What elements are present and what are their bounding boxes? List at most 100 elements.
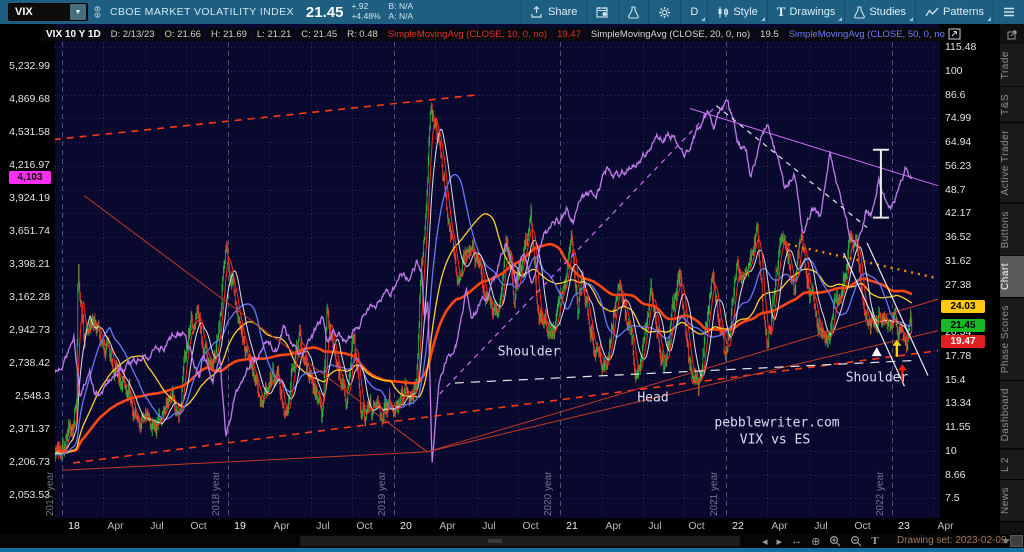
right-axis-tick: 15.4 <box>945 373 966 386</box>
time-axis-tick: 19 <box>234 520 246 532</box>
right-tab-strip: Trade T&S Active Trader Buttons Chart Phase S… <box>1000 24 1024 534</box>
time-axis[interactable]: 18 Apr Jul Oct 19 Apr Jul Oct 20 Apr Jul Oct 21 Apr Ju… <box>0 518 1000 534</box>
chart-annotation: Head <box>637 390 669 406</box>
drawings-label: Drawings <box>789 6 836 18</box>
scrollbar-grip[interactable] <box>488 539 502 543</box>
settings-button[interactable] <box>648 0 680 24</box>
time-axis-tick: 22 <box>732 520 744 532</box>
text-tool-icon: T <box>776 4 786 19</box>
time-axis-tick: Apr <box>771 520 788 532</box>
right-axis-tick: 48.7 <box>945 183 966 196</box>
share-button[interactable]: Share <box>521 0 586 24</box>
patterns-button[interactable]: Patterns <box>915 0 993 24</box>
tab-phase-scores[interactable]: Phase Scores <box>1000 298 1024 382</box>
tab-news[interactable]: News <box>1000 479 1024 522</box>
tab-trade[interactable]: Trade <box>1000 44 1024 88</box>
ohlc-field: L: 21.21 <box>252 27 296 41</box>
time-axis-tick: Oct <box>688 520 705 532</box>
text-tool-icon[interactable]: T <box>871 535 879 547</box>
share-icon <box>531 6 542 18</box>
studies-button[interactable]: Studies <box>844 0 915 24</box>
time-axis-tick: Oct <box>522 520 539 532</box>
style-button[interactable]: Style <box>707 0 766 24</box>
bid-value: B: N/A <box>388 1 414 12</box>
quick-study-button[interactable] <box>618 0 648 24</box>
right-axis-tick: 17.78 <box>945 350 972 363</box>
right-axis-tick: 74.99 <box>945 112 972 125</box>
menu-button[interactable] <box>993 0 1024 24</box>
ohlc-field: O: 21.66 <box>160 27 205 41</box>
chart-canvas[interactable] <box>55 42 938 518</box>
right-axis-tick: 36.52 <box>945 231 972 244</box>
pan-right-icon[interactable]: ▸ <box>776 535 783 548</box>
time-axis-tick: Apr <box>439 520 456 532</box>
tab-t-s[interactable]: T&S <box>1000 87 1024 124</box>
study-label[interactable]: SimpleMovingAvg (CLOSE, 10, 0, no) <box>383 27 552 41</box>
right-axis-tick: 56.23 <box>945 160 972 172</box>
change-pct: +4.48% <box>351 11 381 21</box>
left-axis-tick: 3,651.74 <box>9 225 50 237</box>
right-axis-tick: 31.62 <box>945 255 972 267</box>
right-axis-tick: 100 <box>945 65 963 77</box>
tab-dashboard[interactable]: Dashboard <box>1000 381 1024 450</box>
pattern-icon <box>925 7 939 16</box>
drawing-set-label[interactable]: Drawing set: 2023-02-09 <box>897 535 1007 546</box>
resize-grip[interactable] <box>1010 535 1023 547</box>
right-axis-tick: 115.48 <box>945 41 977 54</box>
year-separator-label: 2020 year <box>542 471 554 516</box>
time-axis-tick: 18 <box>68 520 80 532</box>
ohlc-field: D: 2/13/23 <box>106 27 159 41</box>
time-axis-tick: 23 <box>898 520 910 532</box>
right-price-axis[interactable]: 115.48 100 86.6 74.99 64.94 56.23 48.7 42.17 36.… <box>940 24 1000 528</box>
studies-label: Studies <box>869 6 907 18</box>
tab-active-trader[interactable]: Active Trader <box>1000 123 1024 204</box>
window-edge <box>0 548 1024 552</box>
study-label[interactable]: SimpleMovingAvg (CLOSE, 20, 0, no) <box>586 27 755 41</box>
year-separator-label: 2017 year <box>45 471 56 516</box>
link-icon[interactable] <box>93 5 102 19</box>
year-separator-label: 2018 year <box>210 471 222 516</box>
detach-icon[interactable] <box>1000 24 1024 44</box>
zoom-out-icon[interactable] <box>850 535 862 547</box>
bottom-bar: ◂ ▸ ↔ ⊕ T Drawing set: 2023-02-09 <box>0 534 1024 548</box>
top-toolbar: VIX ▼ CBOE MARKET VOLATILITY INDEX 21.45… <box>0 0 1024 24</box>
study-value: 19.5 <box>756 27 783 41</box>
tab-chart[interactable]: Chart <box>1000 256 1024 299</box>
drawings-button[interactable]: T Drawings <box>766 0 845 24</box>
horizontal-scrollbar[interactable] <box>300 536 740 546</box>
ohlc-field: R: 0.48 <box>343 27 382 41</box>
fit-width-icon[interactable]: ↔ <box>791 535 803 547</box>
time-axis-tick: Oct <box>190 520 207 532</box>
tab-l-2[interactable]: L 2 <box>1000 449 1024 480</box>
left-axis-tick: 2,942.73 <box>9 323 50 336</box>
calendar-icon <box>596 7 608 18</box>
alerts-button[interactable] <box>586 0 618 24</box>
pan-left-icon[interactable]: ◂ <box>762 535 768 548</box>
time-axis-tick: 20 <box>400 520 412 532</box>
time-axis-tick: Jul <box>150 520 164 532</box>
change-abs: +.92 <box>351 1 369 12</box>
chevron-down-icon[interactable]: ▼ <box>70 4 86 20</box>
zoom-in-icon[interactable] <box>829 535 841 547</box>
drawing-set-caret-icon[interactable] <box>1002 539 1010 544</box>
study-label[interactable]: SimpleMovingAvg (CLOSE, 50, 0, no) <box>784 27 945 41</box>
right-axis-tick: 7.5 <box>945 492 960 505</box>
tab-buttons[interactable]: Buttons <box>1000 203 1024 257</box>
candles-icon <box>718 6 729 18</box>
left-price-axis[interactable]: 5,232.99 4,869.68 4,531.58 4,216.97 3,924.19… <box>0 24 55 518</box>
reset-view-icon[interactable]: ⊕ <box>811 535 821 548</box>
chart-annotation: Shoulder <box>497 344 561 360</box>
flask-icon <box>628 5 640 19</box>
left-axis-tick: 2,548.3 <box>14 389 50 402</box>
time-axis-tick: Oct <box>356 520 373 532</box>
right-axis-tick: 8.66 <box>945 468 966 481</box>
timeframe-button[interactable]: D <box>680 0 707 24</box>
time-axis-tick: Jul <box>482 520 496 532</box>
year-separator-label: 2022 year <box>874 471 886 516</box>
expand-icon[interactable] <box>948 28 962 40</box>
time-axis-tick: 21 <box>566 520 578 532</box>
time-axis-tick: Jul <box>648 520 662 532</box>
symbol-dropdown[interactable]: VIX ▼ <box>8 3 88 21</box>
price-bubble: 24.03 <box>941 299 985 313</box>
chart-annotation: pebblewriter.com <box>714 415 840 431</box>
